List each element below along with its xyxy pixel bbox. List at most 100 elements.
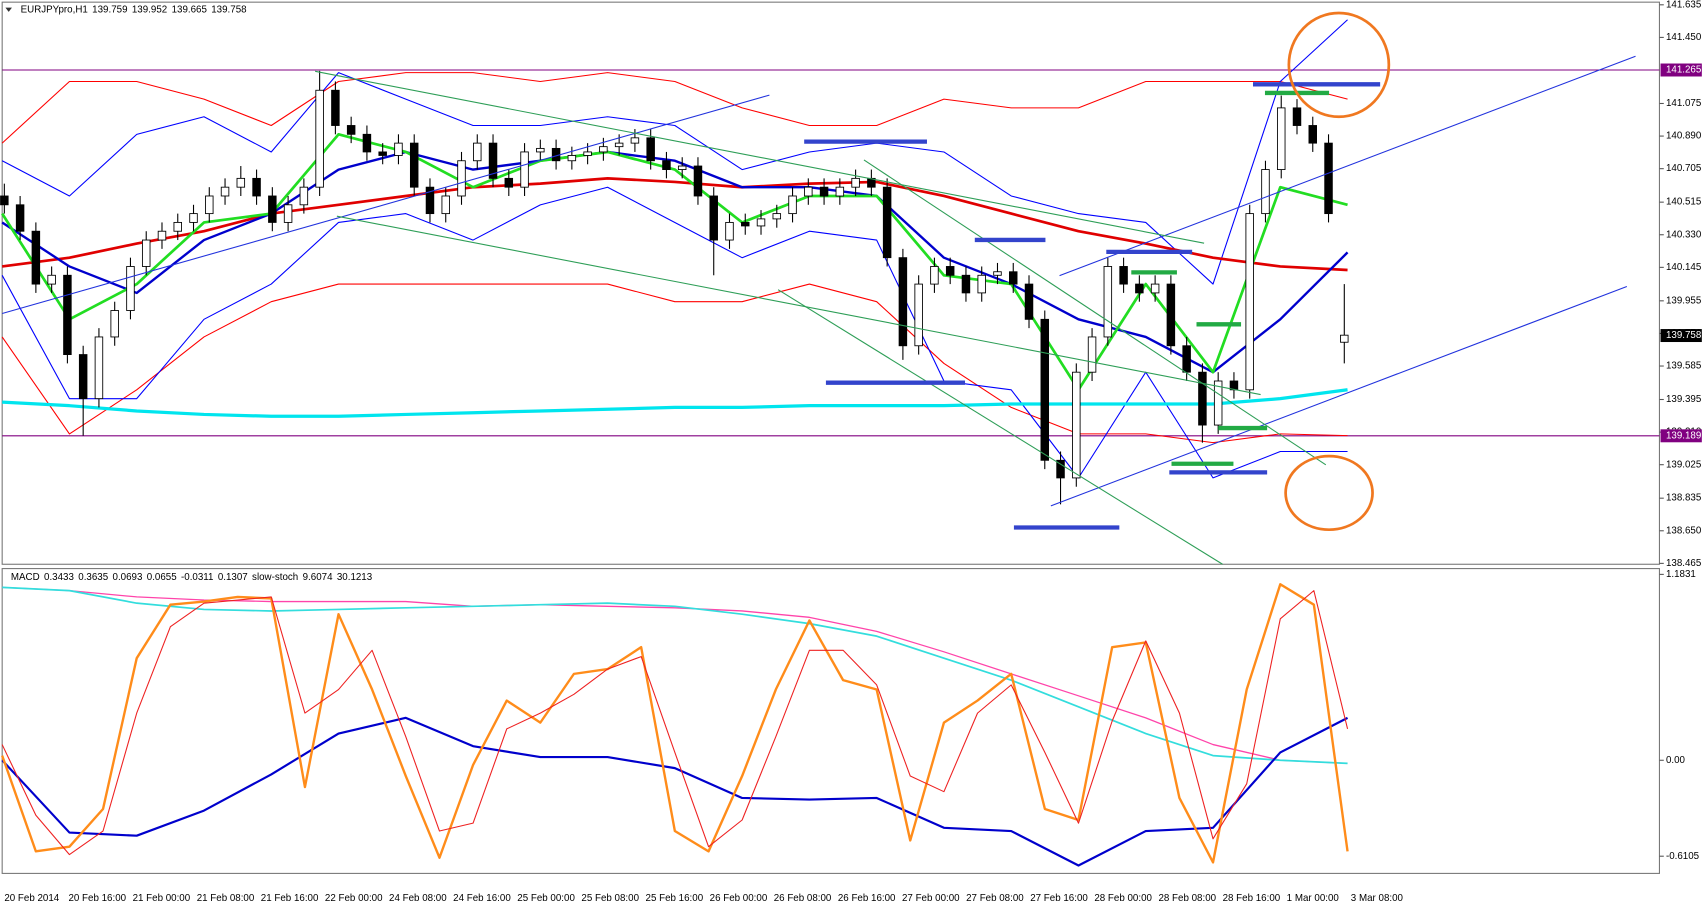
y-tick-label: 141.075 bbox=[1666, 98, 1702, 109]
candle-body bbox=[1324, 142, 1333, 215]
candle-body bbox=[977, 274, 986, 294]
candle-body bbox=[268, 195, 277, 223]
header-value: 30.1213 bbox=[337, 572, 372, 583]
y-tick-label: -0.6105 bbox=[1666, 851, 1700, 862]
x-tick-label: 26 Feb 08:00 bbox=[774, 893, 832, 904]
y-tick-label: 139.955 bbox=[1666, 295, 1702, 306]
trend-line bbox=[777, 289, 1223, 565]
candle-body bbox=[409, 142, 419, 188]
highlight-circle bbox=[1287, 11, 1391, 119]
candle-body bbox=[756, 218, 766, 227]
candle-body bbox=[63, 274, 72, 356]
x-tick-label: 21 Feb 16:00 bbox=[261, 893, 319, 904]
y-tick-label: 140.515 bbox=[1666, 197, 1702, 208]
y-tick-label: 140.705 bbox=[1666, 163, 1702, 174]
candle-body bbox=[536, 147, 545, 153]
y-tick-label: 140.145 bbox=[1666, 262, 1702, 273]
x-tick-label: 25 Feb 00:00 bbox=[517, 893, 575, 904]
candle-body bbox=[567, 155, 577, 162]
candle-body bbox=[804, 186, 813, 197]
price-level-box bbox=[1660, 63, 1702, 77]
candle-body bbox=[630, 137, 640, 144]
x-tick-label: 21 Feb 08:00 bbox=[197, 893, 255, 904]
header-value: 0.3635 bbox=[78, 572, 108, 583]
y-tick-label: 138.465 bbox=[1666, 558, 1702, 569]
labels-layer: 141.635 141.450 141.075 140.890 140.705 140.5… bbox=[4, 0, 1702, 904]
header-text: EURJPYpro,H1 bbox=[21, 4, 88, 15]
candle-body bbox=[1135, 283, 1144, 294]
y-tick-label: 138.835 bbox=[1666, 493, 1702, 504]
x-tick-label: 28 Feb 00:00 bbox=[1094, 893, 1152, 904]
candle-body bbox=[1150, 283, 1160, 294]
header-value: -0.0311 bbox=[181, 572, 213, 583]
last-price-box bbox=[1660, 329, 1702, 343]
x-tick-label: 3 Mar 08:00 bbox=[1351, 893, 1404, 904]
indicator-line bbox=[1, 133, 1348, 392]
x-tick-label: 20 Feb 16:00 bbox=[68, 893, 126, 904]
candle-body bbox=[741, 221, 750, 227]
indicator-line bbox=[2, 586, 1348, 765]
candle-body bbox=[662, 160, 671, 170]
candle-body bbox=[583, 151, 592, 156]
x-tick-label: 21 Feb 00:00 bbox=[133, 893, 191, 904]
candle-body bbox=[993, 271, 1002, 276]
candle-body bbox=[1087, 336, 1097, 373]
candle-body bbox=[930, 266, 939, 285]
header-value: 139.758 bbox=[211, 4, 246, 15]
trend-line bbox=[336, 215, 1261, 396]
candle-body bbox=[457, 160, 466, 197]
indicator-line bbox=[1, 716, 1349, 867]
indicator-line bbox=[1, 72, 1348, 144]
candle-body bbox=[677, 165, 687, 170]
candle-body bbox=[473, 142, 482, 162]
candle-body bbox=[1308, 125, 1318, 144]
candle-body bbox=[898, 257, 908, 347]
x-tick-label: 24 Feb 16:00 bbox=[453, 893, 511, 904]
indicator-line bbox=[1, 283, 1348, 444]
candle-body bbox=[394, 142, 403, 156]
price-level-box bbox=[1660, 429, 1702, 443]
candle-body bbox=[1103, 266, 1113, 338]
y-tick-label: 1.1831 bbox=[1666, 569, 1696, 580]
candle-body bbox=[425, 186, 435, 215]
candle-body bbox=[173, 221, 182, 232]
candle-body bbox=[0, 195, 9, 206]
y-tick-label: 0.00 bbox=[1666, 755, 1686, 766]
candle-body bbox=[882, 186, 892, 259]
x-tick-label: 27 Feb 08:00 bbox=[966, 893, 1024, 904]
candle-body bbox=[15, 204, 25, 232]
candle-body bbox=[819, 186, 829, 197]
price-level-label: 139.189 bbox=[1666, 430, 1701, 441]
candle-body bbox=[126, 266, 135, 311]
candle-body bbox=[835, 186, 845, 197]
header-value: 0.3433 bbox=[44, 572, 74, 583]
candle-body bbox=[157, 230, 167, 241]
candle-body bbox=[31, 230, 41, 285]
trend-line bbox=[1050, 285, 1628, 507]
candle-body bbox=[851, 177, 860, 188]
candle-body bbox=[141, 239, 151, 267]
candle-body bbox=[1182, 345, 1191, 373]
candle-body bbox=[1009, 271, 1018, 285]
price-level-label: 141.265 bbox=[1666, 65, 1702, 76]
candle-body bbox=[315, 89, 324, 188]
candle-body bbox=[299, 186, 309, 206]
candle-body bbox=[220, 186, 230, 197]
main-layer bbox=[0, 19, 1660, 505]
drawings bbox=[2, 11, 1636, 565]
y-tick-label: 139.025 bbox=[1666, 459, 1702, 470]
x-tick-label: 25 Feb 16:00 bbox=[646, 893, 704, 904]
candle-body bbox=[961, 274, 971, 294]
header-text: MACD bbox=[11, 572, 40, 583]
indicator-line bbox=[2, 388, 1348, 418]
header-value: 9.6074 bbox=[303, 572, 333, 583]
candle-body bbox=[725, 221, 734, 241]
candle-body bbox=[47, 274, 56, 285]
candle-body bbox=[1119, 266, 1128, 285]
candle-body bbox=[599, 146, 608, 153]
macd-panel-frame bbox=[1, 568, 1660, 874]
candle-body bbox=[1292, 107, 1302, 126]
header-value: 0.1307 bbox=[218, 572, 248, 583]
